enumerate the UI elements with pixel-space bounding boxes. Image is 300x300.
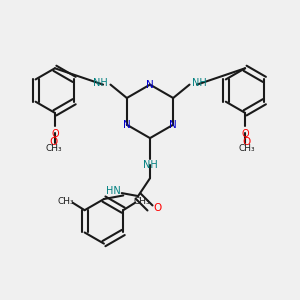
Text: CH₃: CH₃ [134, 197, 150, 206]
Text: CH₃: CH₃ [45, 144, 62, 153]
Text: N: N [146, 80, 154, 90]
Text: O: O [241, 129, 249, 139]
Text: CH₃: CH₃ [58, 197, 74, 206]
Text: NH: NH [142, 160, 158, 170]
Text: N: N [169, 120, 177, 130]
Text: O: O [242, 137, 251, 147]
Text: N: N [123, 120, 131, 130]
Text: O: O [49, 137, 58, 147]
Text: O: O [51, 129, 59, 139]
Text: NH: NH [93, 78, 107, 88]
Text: NH: NH [193, 78, 207, 88]
Text: HN: HN [106, 186, 120, 196]
Text: CH₃: CH₃ [238, 144, 255, 153]
Text: O: O [153, 203, 162, 213]
